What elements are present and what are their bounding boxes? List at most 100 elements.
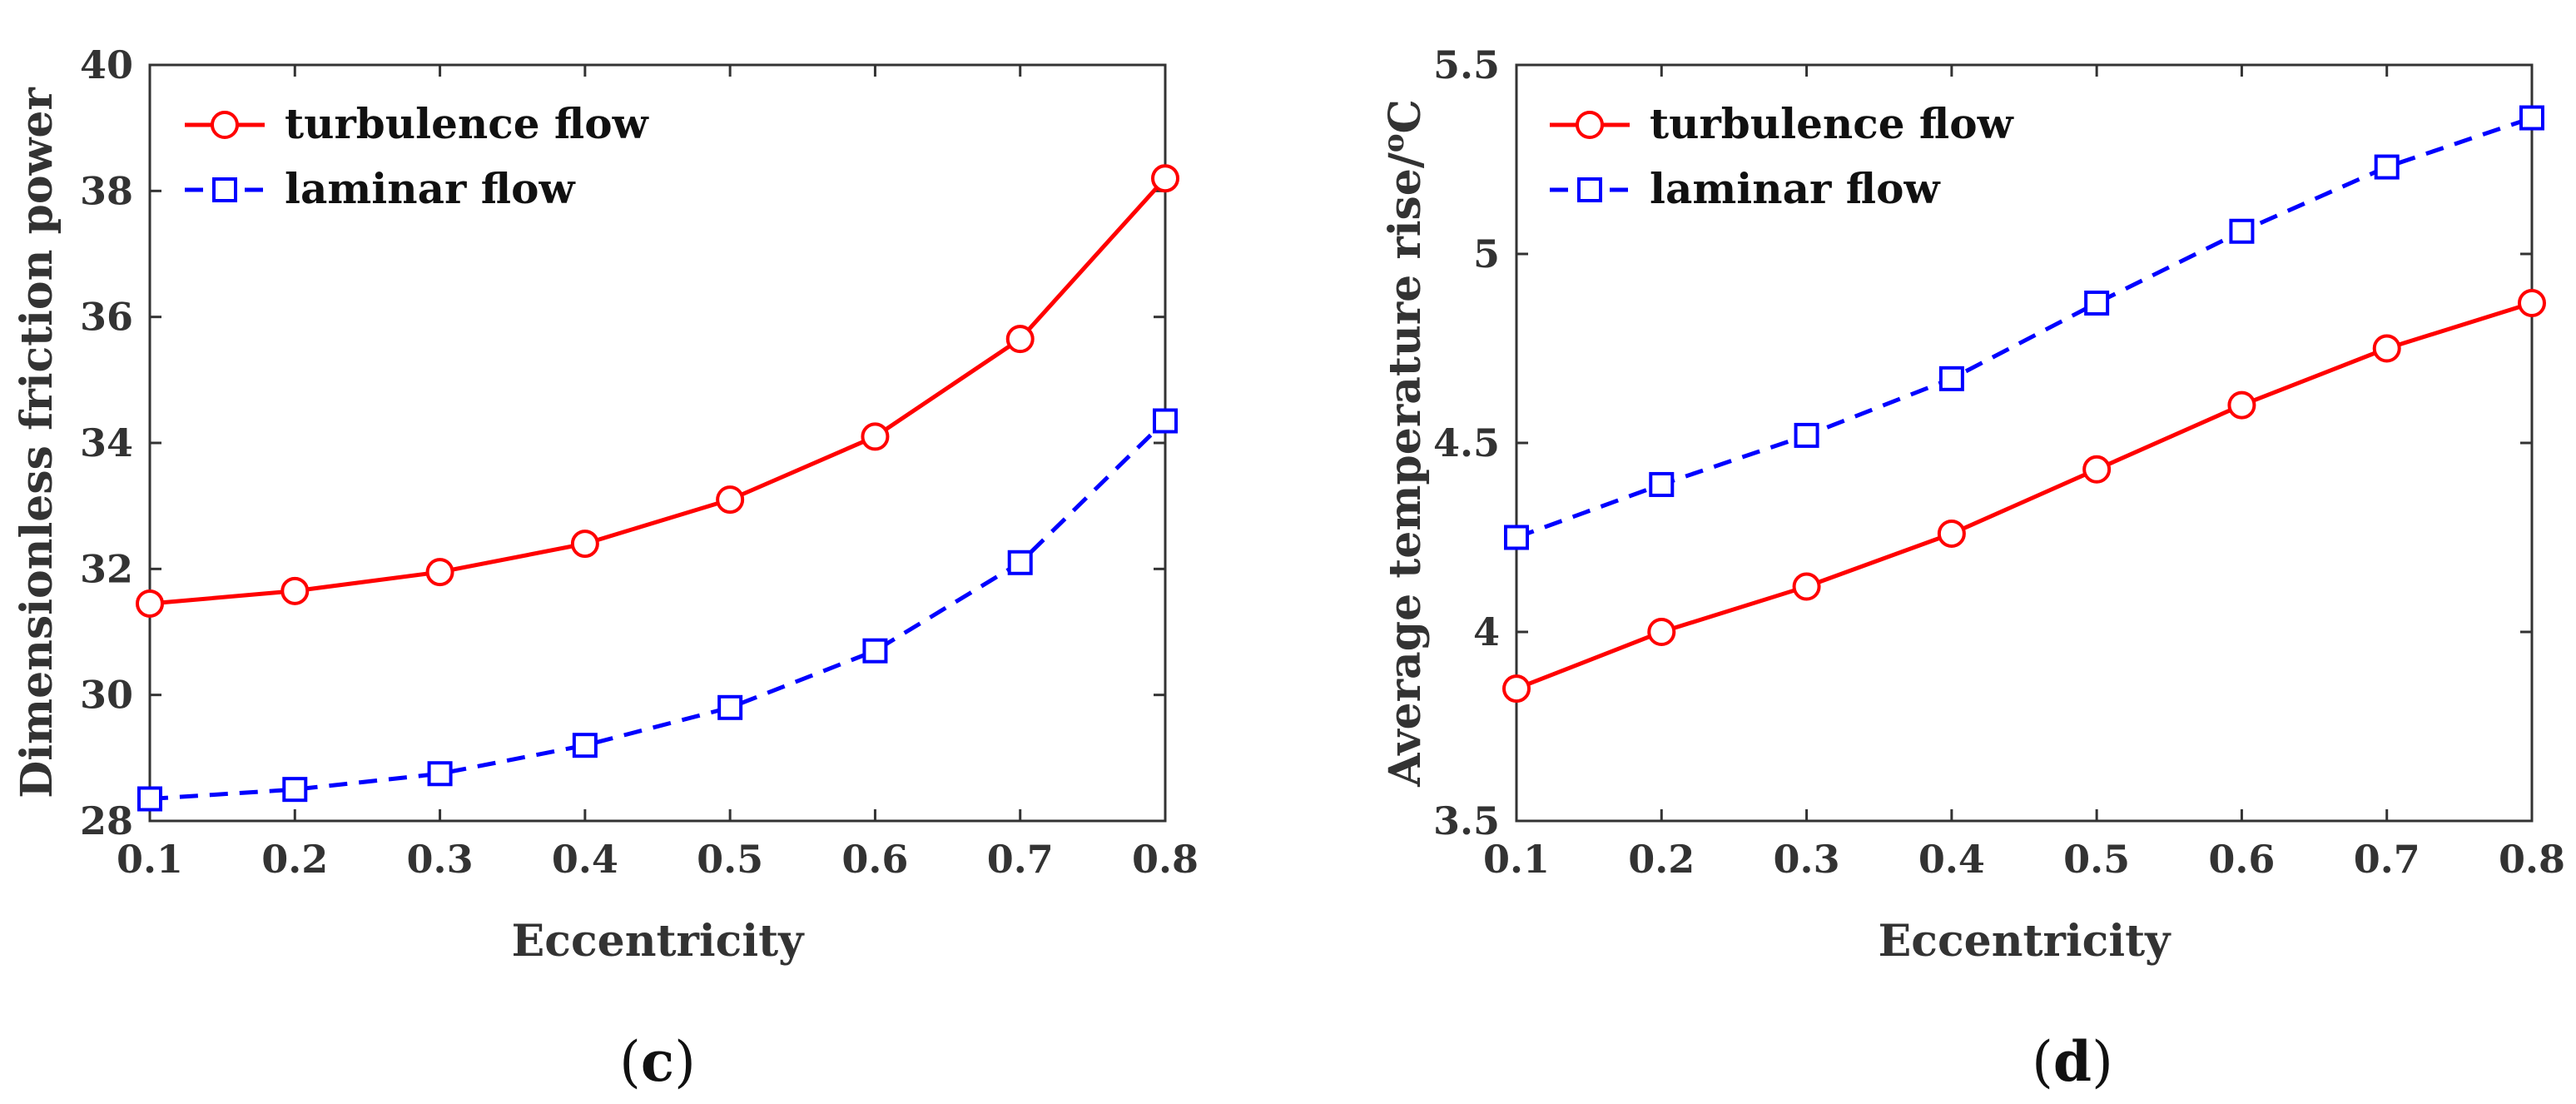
chart-c-x-tick-marks (148, 65, 1167, 821)
chart-d-series-turbulence-flow-line (1516, 301, 2533, 691)
chart-d: 3.5 4 4.5 5 5.5 0.1 0.2 0.3 0.4 0.5 0.6 0.7 0.8 tur… (1377, 42, 2565, 1094)
chart-d-series-laminar-flow-point (1938, 366, 1964, 391)
chart-d-x-axis-label: Eccentricity (1879, 916, 2171, 967)
chart-c-y-tick-label: 40 (80, 42, 133, 87)
chart-c-y-tick-label: 34 (80, 420, 133, 465)
chart-d-x-tick-label: 0.1 (1483, 837, 1550, 882)
chart-d-series-turbulence-flow-point (1792, 572, 1821, 601)
chart-d-series-turbulence-flow-point (2082, 455, 2112, 484)
chart-d-series-turbulence-flow-point (2372, 334, 2401, 363)
chart-d-legend: turbulence flow laminar flow (1550, 99, 2015, 213)
chart-c-y-tick-label: 36 (80, 295, 133, 340)
chart-c-y-tick-label: 32 (80, 546, 133, 591)
chart-d-x-tick-label: 0.2 (1628, 837, 1695, 882)
chart-d-series-laminar-flow-point (2374, 154, 2400, 180)
chart-c-series-turbulence-flow-point (1005, 325, 1035, 354)
chart-c-y-axis-label: Dimensionless friction power (12, 87, 62, 798)
chart-d-x-tick-marks (1515, 65, 2534, 821)
chart-c-y-tick-marks (150, 63, 1165, 823)
chart-c-series (136, 164, 1179, 812)
chart-c-series-laminar-flow-point (427, 761, 453, 787)
chart-c-series-turbulence-flow-point (861, 422, 890, 451)
chart-c-series-turbulence-flow-point (1151, 164, 1179, 193)
chart-c-series-laminar-flow-point (282, 777, 308, 803)
chart-d-y-axis-label: Average temperature rise/oC (1377, 99, 1431, 788)
chart-d-panel-letter: d (2053, 1029, 2092, 1094)
chart-c-legend-laminar-label: laminar flow (285, 164, 576, 213)
chart-c-series-turbulence-flow-point (425, 558, 454, 587)
chart-d-x-tick-labels: 0.1 0.2 0.3 0.4 0.5 0.6 0.7 0.8 (1483, 837, 2565, 882)
chart-c-panel-letter: c (641, 1029, 674, 1094)
chart-d-y-tick-label: 5.5 (1433, 42, 1500, 87)
chart-c-legend-turbulence-marker (211, 111, 239, 139)
chart-c-x-tick-label: 0.4 (552, 837, 618, 882)
chart-d-series (1502, 105, 2546, 704)
chart-d-x-tick-label: 0.5 (2063, 837, 2130, 882)
chart-d-y-tick-labels: 3.5 4 4.5 5 5.5 (1433, 42, 1500, 843)
chart-c-series-laminar-flow-point (137, 786, 162, 812)
chart-d-legend-turbulence-marker (1576, 111, 1604, 139)
chart-d-y-tick-label: 3.5 (1433, 798, 1500, 843)
chart-d-y-tick-label: 4.5 (1433, 420, 1500, 465)
chart-d-y-axis-label-unit: C (1380, 99, 1431, 133)
chart-d-series-turbulence-flow-point (2518, 289, 2546, 318)
chart-c-x-tick-label: 0.6 (841, 837, 908, 882)
chart-c-legend-turbulence-label: turbulence flow (285, 99, 650, 148)
chart-c-x-tick-labels: 0.1 0.2 0.3 0.4 0.5 0.6 0.7 0.8 (117, 837, 1199, 882)
chart-d-legend-laminar-marker (1577, 177, 1602, 202)
chart-c-series-turbulence-flow-line (149, 177, 1167, 606)
chart-c-y-tick-labels: 28 30 32 34 36 38 40 (80, 42, 133, 843)
chart-c-legend-laminar-marker (212, 177, 237, 202)
chart-c-series-laminar-flow-point (1153, 408, 1178, 434)
chart-d-series-laminar-flow-point (2084, 291, 2110, 316)
chart-d-series-turbulence-flow-point (1647, 618, 1676, 646)
chart-d-series-laminar-flow-point (1794, 422, 1819, 448)
chart-d-y-tick-marks (1516, 63, 2532, 823)
chart-d-series-laminar-flow-point (1504, 525, 1529, 550)
chart-d-plot-area (1515, 63, 2534, 823)
chart-d-x-tick-label: 0.6 (2208, 837, 2275, 882)
chart-d-x-tick-label: 0.4 (1918, 837, 1985, 882)
chart-d-legend-laminar-label: laminar flow (1650, 164, 1941, 213)
chart-d-series-turbulence-flow-point (2227, 390, 2256, 420)
chart-c-plot-area (148, 63, 1167, 823)
chart-d-y-axis-label-sup: o (1377, 133, 1411, 152)
chart-c-x-tick-label: 0.2 (261, 837, 328, 882)
chart-c-y-tick-label: 38 (80, 168, 133, 213)
chart-d-series-turbulence-flow-point (1937, 519, 1966, 548)
chart-c-y-tick-label: 28 (80, 798, 133, 843)
chart-c-x-tick-label: 0.3 (407, 837, 474, 882)
chart-c-series-turbulence-flow-point (136, 589, 164, 618)
chart-c-series-laminar-flow-point (1007, 550, 1033, 575)
chart-d-panel-label: (d) (2032, 1029, 2113, 1094)
chart-c-series-laminar-flow-line (149, 419, 1167, 801)
chart-d-series-laminar-flow-point (2229, 218, 2255, 244)
chart-c-legend: turbulence flow laminar flow (185, 99, 650, 213)
chart-c-series-laminar-flow-point (717, 694, 743, 720)
chart-c-x-tick-label: 0.5 (697, 837, 763, 882)
chart-c-y-tick-label: 30 (80, 673, 133, 718)
chart-d-x-tick-label: 0.7 (2354, 837, 2420, 882)
chart-c-x-axis-label: Eccentricity (512, 916, 805, 967)
chart-d-series-laminar-flow-point (1649, 471, 1675, 497)
chart-c-x-tick-label: 0.1 (117, 837, 183, 882)
chart-d-x-tick-label: 0.3 (1774, 837, 1840, 882)
chart-c-series-turbulence-flow-point (280, 576, 310, 605)
chart-c-series-laminar-flow-point (862, 638, 888, 664)
chart-d-series-laminar-flow-line (1516, 116, 2533, 540)
chart-d-series-laminar-flow-point (2519, 105, 2544, 131)
chart-d-y-tick-label: 5 (1473, 231, 1500, 276)
chart-c-x-tick-label: 0.7 (987, 837, 1054, 882)
chart-c-series-turbulence-flow-point (716, 485, 745, 515)
chart-d-legend-turbulence-label: turbulence flow (1650, 99, 2015, 148)
chart-d-x-tick-label: 0.8 (2499, 837, 2565, 882)
chart-d-y-tick-label: 4 (1473, 609, 1500, 654)
chart-c-series-turbulence-flow-point (570, 530, 599, 559)
chart-c-panel-label: (c) (619, 1029, 696, 1094)
chart-c-x-tick-label: 0.8 (1132, 837, 1199, 882)
chart-d-y-axis-label-text: Average temperature rise/ (1380, 152, 1431, 788)
chart-d-series-turbulence-flow-point (1502, 674, 1531, 704)
chart-c-series-laminar-flow-point (572, 733, 598, 758)
